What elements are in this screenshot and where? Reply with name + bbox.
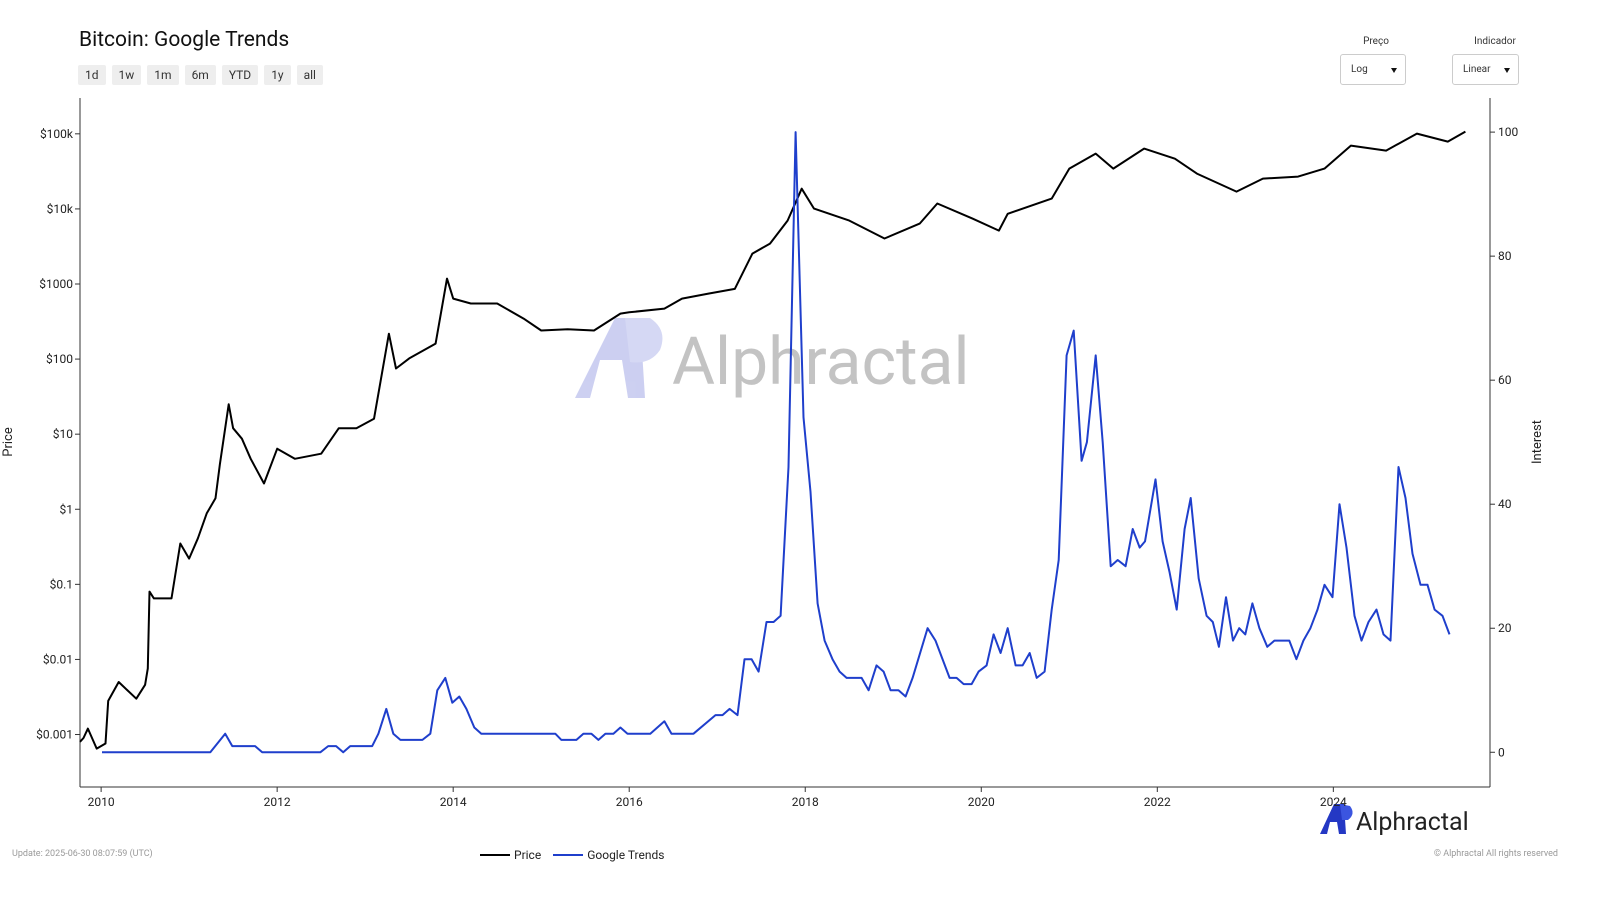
brand-logo: Alphractal — [1320, 804, 1469, 837]
indicator-scale-value: Linear — [1463, 64, 1491, 75]
range-button[interactable]: 6m — [184, 65, 216, 85]
x-tick-label: 2016 — [616, 795, 643, 809]
indicator-scale-label: Indicador — [1474, 36, 1516, 47]
update-time: Update: 2025-06-30 08:07:59 (UTC) — [12, 849, 153, 859]
y2-tick-label: 20 — [1498, 621, 1512, 635]
brand-logo-mark — [1320, 804, 1346, 834]
y-tick-label: $1000 — [39, 277, 73, 291]
x-tick-label: 2022 — [1144, 795, 1171, 809]
price-scale-value: Log — [1351, 64, 1368, 75]
legend-label: Google Trends — [587, 848, 665, 862]
x-tick-label: 2010 — [88, 795, 115, 809]
series-line — [102, 131, 1451, 754]
y2-axis-label: Interest — [1530, 420, 1545, 464]
x-tick-label: 2014 — [440, 795, 467, 809]
y2-tick-label: 60 — [1498, 373, 1512, 387]
legend-item[interactable]: Price — [480, 848, 541, 862]
indicator-scale-dropdown[interactable]: Linear — [1452, 54, 1519, 85]
copyright: © Alphractal All rights reserved — [1433, 849, 1558, 859]
dropdown-arrow — [1391, 68, 1397, 73]
range-button[interactable]: YTD — [221, 65, 259, 85]
legend-swatch — [553, 854, 584, 856]
brand-logo-text: Alphractal — [1356, 808, 1469, 837]
x-tick-label: 2020 — [968, 795, 995, 809]
range-button[interactable]: 1m — [147, 65, 179, 85]
watermark: Alphractal — [575, 318, 970, 401]
y-tick-label: $0.01 — [43, 652, 73, 666]
range-button[interactable]: 1w — [111, 65, 142, 85]
price-scale-dropdown[interactable]: Log — [1340, 54, 1406, 85]
y-tick-label: $10k — [47, 202, 74, 216]
legend-swatch — [480, 854, 510, 856]
brand-logo-mark — [1340, 804, 1353, 820]
watermark-text: Alphractal — [672, 324, 970, 401]
y-tick-label: $100 — [46, 352, 73, 366]
dropdown-arrow — [1504, 68, 1510, 73]
legend-label: Price — [514, 848, 542, 862]
range-button[interactable]: 1d — [78, 65, 106, 85]
y2-tick-label: 100 — [1498, 125, 1518, 139]
y2-tick-label: 40 — [1498, 497, 1512, 511]
axes — [79, 98, 1491, 788]
series-line — [79, 130, 1466, 750]
range-button[interactable]: 1y — [264, 65, 291, 85]
y-tick-label: $10 — [53, 427, 73, 441]
price-scale-label: Preço — [1363, 36, 1389, 47]
chart-title: Bitcoin: Google Trends — [79, 28, 290, 52]
y-tick-label: $100k — [40, 127, 74, 141]
range-buttons: 1d 1w 1m 6m YTD 1y all — [78, 65, 323, 85]
y-tick-label: $0.001 — [36, 728, 73, 742]
legend: Price Google Trends — [480, 848, 664, 862]
watermark-logo — [575, 318, 645, 398]
y2-tick-label: 0 — [1498, 745, 1505, 759]
y-tick-label: $1 — [60, 502, 74, 516]
x-tick-label: 2018 — [792, 795, 819, 809]
legend-item[interactable]: Google Trends — [553, 848, 664, 862]
x-tick-label: 2024 — [1320, 795, 1347, 809]
y-tick-label: $0.1 — [50, 577, 73, 591]
y-axis-label: Price — [1, 427, 16, 457]
x-tick-label: 2012 — [264, 795, 291, 809]
watermark-logo — [625, 318, 663, 363]
y2-tick-label: 80 — [1498, 249, 1512, 263]
range-button[interactable]: all — [296, 65, 323, 85]
